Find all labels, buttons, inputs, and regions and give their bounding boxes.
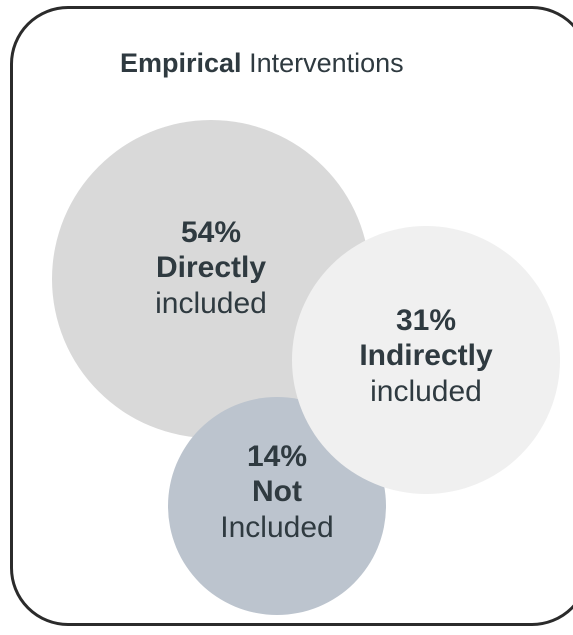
indirectly-label: Indirectly xyxy=(359,339,493,373)
not-sub: Included xyxy=(220,510,334,544)
not-percent: 14% xyxy=(246,439,308,473)
card-title: Empirical Interventions xyxy=(120,48,404,79)
indirectly-sub: included xyxy=(370,374,482,408)
bubble-directly-included: 54% Directly included xyxy=(52,120,370,438)
title-emphasis: Empirical xyxy=(120,48,242,78)
indirectly-percent: 31% xyxy=(395,303,457,337)
directly-label: Directly xyxy=(155,251,267,285)
bubble-indirectly-included: 31% Indirectly included xyxy=(292,226,560,494)
directly-sub: included xyxy=(155,286,267,320)
not-label: Not xyxy=(252,475,302,509)
title-rest: Interventions xyxy=(241,48,404,78)
directly-percent: 54% xyxy=(180,215,242,249)
